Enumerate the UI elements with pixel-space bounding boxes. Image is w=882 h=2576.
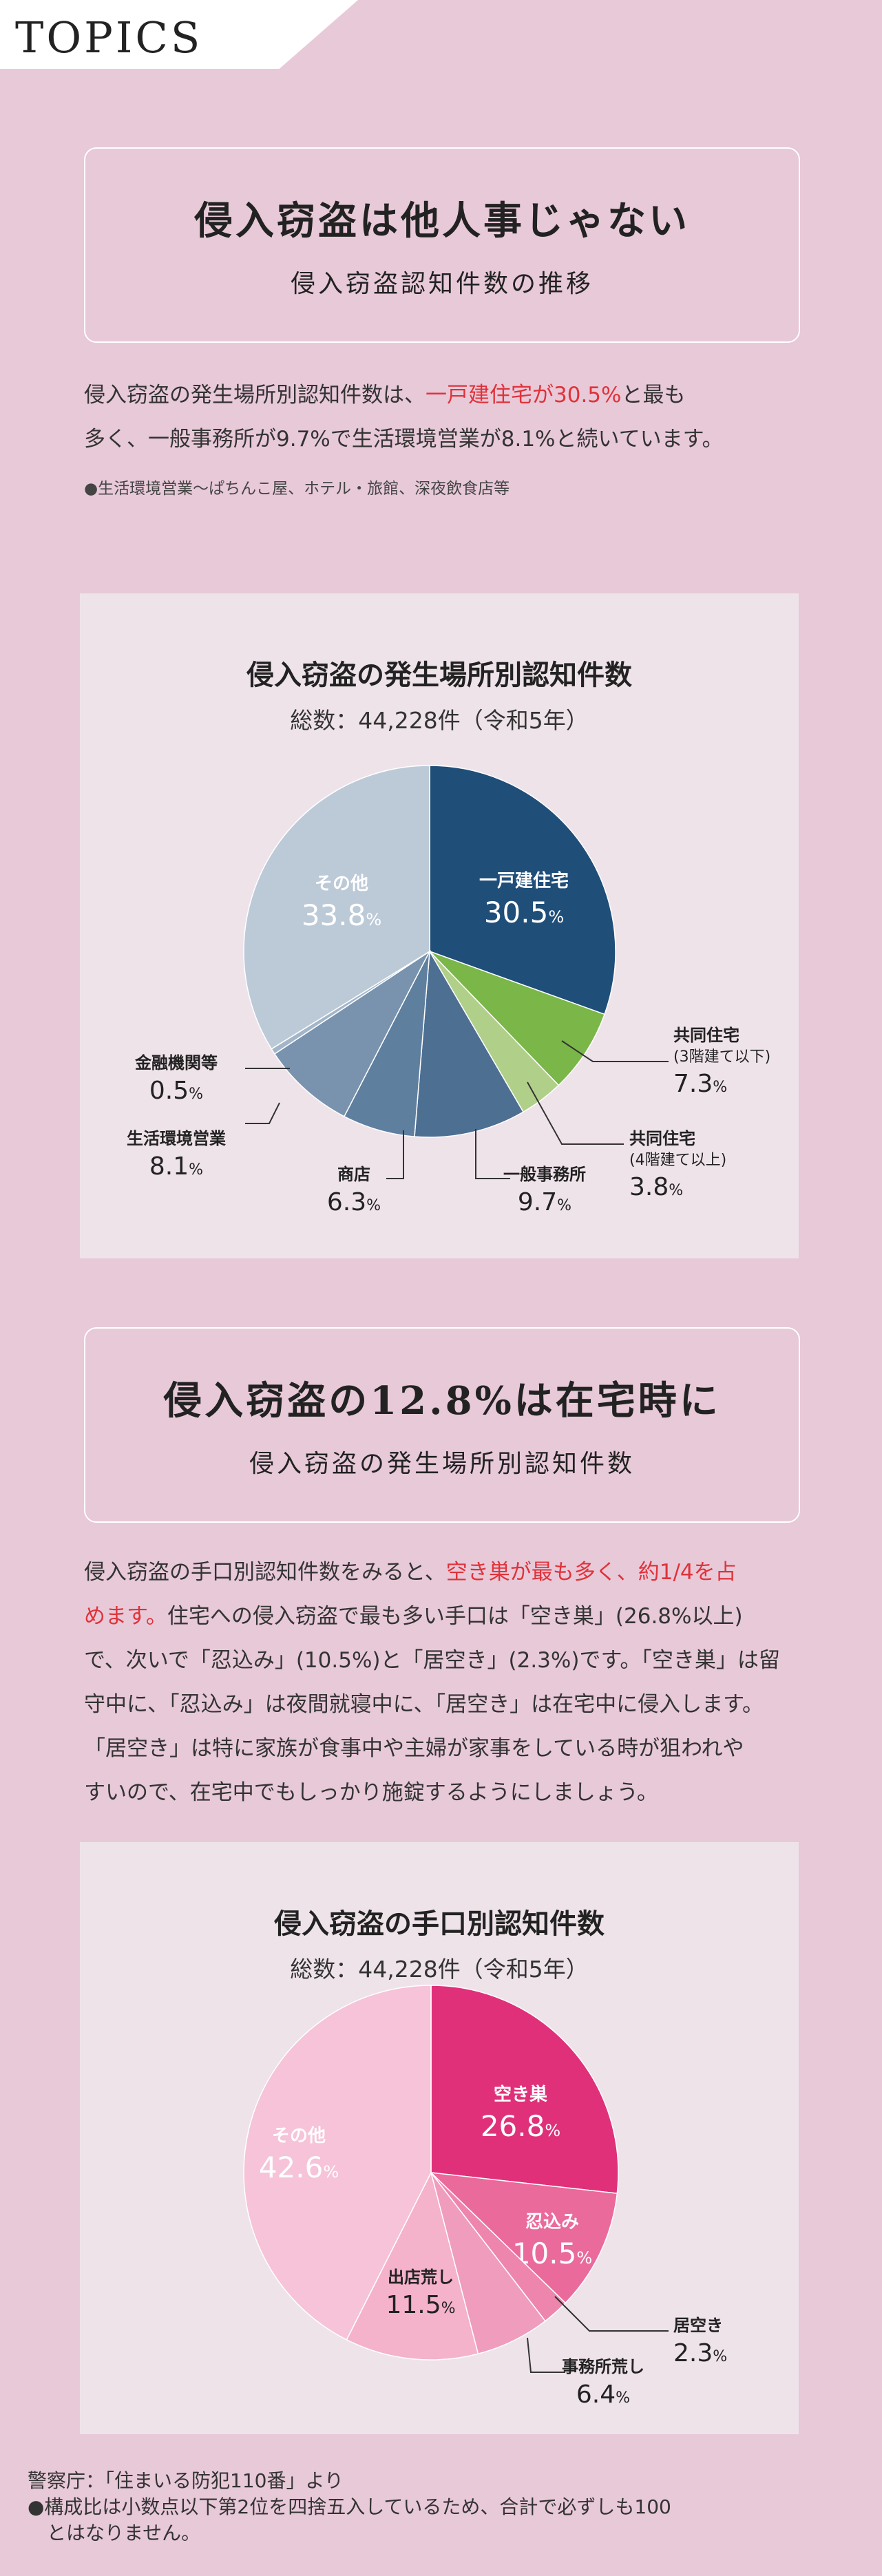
para-highlight: 空き巣が最も多く、約1/4を占 (445, 1560, 737, 1585)
pie-slice (273, 949, 431, 1117)
pie-slice (429, 2172, 618, 2304)
para-text: 侵入窃盗の手口別認知件数をみると、 (84, 1560, 446, 1585)
para-text: 住宅への侵入窃盗で最も多い手口は「空き巣」(26.8%以上) (167, 1604, 743, 1629)
pie-slice (430, 1985, 619, 2195)
chart2-panel: 侵入窃盗の手口別認知件数 総数：44,228件（令和5年） 空き巣 26.8% 忍込… (80, 1842, 799, 2434)
section1-paragraph: 侵入窃盗の発生場所別認知件数は、一戸建住宅が30.5%と最も 多く、一般事務所が… (84, 373, 800, 461)
slice-value: 2.3% (673, 2339, 727, 2367)
chart2-total: 総数：44,228件（令和5年） (290, 1956, 589, 1983)
para-text: 侵入窃盗の発生場所別認知件数は、 (84, 383, 426, 408)
chart1-title: 侵入窃盗の発生場所別認知件数 (246, 659, 632, 691)
slice-label: 事務所荒し (562, 2357, 644, 2376)
para-highlight: めます。 (84, 1604, 167, 1629)
section2-para-line4: 守中に、「忍込み」は夜間就寝中に、「居空き」は在宅中に侵入します。 (84, 1692, 764, 1717)
leader-line (245, 1102, 280, 1124)
slice-value: 3.8% (629, 1173, 683, 1201)
leader-line (386, 1130, 404, 1179)
slice-label: その他 (272, 2126, 326, 2146)
section2-para-line1: 侵入窃盗の手口別認知件数をみると、空き巣が最も多く、約1/4を占 (84, 1550, 800, 1594)
slice-label: 空き巣 (494, 2084, 547, 2105)
source-line1: 警察庁：「住まいる防犯110番」より (28, 2469, 344, 2492)
slice-value: 33.8% (302, 898, 381, 932)
section2-para-line5: 「居空き」は特に家族が食事中や主婦が家事をしている時が狙われや (84, 1736, 744, 1761)
slice-label: 共同住宅 (673, 1026, 739, 1045)
slice-label: 出店荒し (388, 2268, 454, 2287)
chart1-panel: 侵入窃盗の発生場所別認知件数 総数：44,228件（令和5年） 一戸建住宅 30.… (80, 593, 799, 1258)
chart1-total: 総数：44,228件（令和5年） (290, 707, 589, 734)
section2-title: 侵入窃盗の12.8%は在宅時に (163, 1378, 721, 1424)
leader-line (527, 1081, 624, 1145)
slice-value: 26.8% (481, 2109, 560, 2143)
section1-note: ●生活環境営業～ぱちんこ屋、ホテル・旅館、深夜飲食店等 (84, 480, 510, 498)
chart2-title: 侵入窃盗の手口別認知件数 (274, 1908, 605, 1940)
slice-value: 10.5% (512, 2237, 592, 2270)
section1-title-box: 侵入窃盗は他人事じゃない 侵入窃盗認知件数の推移 (84, 147, 800, 343)
section1-subtitle: 侵入窃盗認知件数の推移 (290, 270, 594, 298)
section2-paragraph: 侵入窃盗の手口別認知件数をみると、空き巣が最も多く、約1/4を占 めます。住宅へ… (84, 1550, 800, 1815)
slice-value: 42.6% (259, 2151, 339, 2184)
slice-label: 共同住宅 (629, 1129, 695, 1148)
source-line3: とはなりません。 (28, 2522, 201, 2544)
para-text: と最も (621, 383, 686, 408)
slice-value: 6.3% (327, 1188, 381, 1216)
section1-para-line1: 侵入窃盗の発生場所別認知件数は、一戸建住宅が30.5%と最も (84, 373, 800, 417)
leader-line (554, 2296, 669, 2332)
leader-line (527, 2337, 565, 2373)
section2-para-line3: で、次いで「忍込み」(10.5%)と「居空き」(2.3%)です。「空き巣」は留 (84, 1648, 780, 1673)
pie-slice (243, 765, 430, 1050)
pie-slice (414, 949, 525, 1138)
pie-slice (429, 951, 605, 1086)
section1-para-line2: 多く、一般事務所が9.7%で生活環境営業が8.1%と続いています。 (84, 427, 724, 452)
slice-value: 6.4% (576, 2380, 630, 2409)
slice-value: 7.3% (673, 1070, 727, 1098)
slice-value: 8.1% (149, 1152, 203, 1181)
section2-para-line2: めます。住宅への侵入窃盗で最も多い手口は「空き巣」(26.8%以上) (84, 1594, 800, 1638)
slice-label: 生活環境営業 (127, 1129, 226, 1148)
slice-value: 11.5% (386, 2291, 455, 2319)
slice-label: 一戸建住宅 (479, 870, 569, 891)
slice-sublabel: (3階建て以下) (673, 1048, 770, 1066)
slice-value: 30.5% (484, 896, 564, 929)
chart1-pie: 一戸建住宅 30.5% 共同住宅 (3階建て以下) 7.3% 共同住宅 (4階建て以上) 3.… (127, 765, 770, 1216)
slice-label: その他 (315, 874, 368, 894)
section1-title: 侵入窃盗は他人事じゃない (194, 198, 690, 244)
source-line2: ●構成比は小数点以下第2位を四捨五入しているため、合計で必ずしも100 (28, 2495, 671, 2518)
section2-title-box: 侵入窃盗の12.8%は在宅時に 侵入窃盗の発生場所別認知件数 (84, 1327, 800, 1523)
slice-label: 商店 (337, 1165, 370, 1184)
source-note: 警察庁：「住まいる防犯110番」より ●構成比は小数点以下第2位を四捨五入してい… (28, 2468, 671, 2546)
slice-label: 忍込み (525, 2212, 579, 2232)
pie-slice (429, 765, 616, 1015)
section2-subtitle: 侵入窃盗の発生場所別認知件数 (249, 1450, 635, 1478)
slice-sublabel: (4階建て以上) (629, 1152, 726, 1169)
slice-label: 一般事務所 (503, 1165, 586, 1184)
slice-value: 9.7% (518, 1188, 571, 1216)
para-highlight: 一戸建住宅が30.5% (426, 383, 622, 408)
section2-para-line6: すいので、在宅中でもしっかり施錠するようにしましょう。 (84, 1780, 658, 1805)
chart2-pie: 空き巣 26.8% 忍込み 10.5% 居空き 2.3% 事務所荒し 6.4% 出店荒し 11.5… (243, 1985, 727, 2409)
leader-line (475, 1129, 510, 1179)
leader-line (561, 1040, 669, 1062)
topics-tab: TOPICS (0, 0, 358, 69)
pie-slice (243, 1985, 432, 2341)
slice-label: 居空き (673, 2316, 723, 2335)
pie-slice (346, 2171, 479, 2361)
slice-value: 0.5% (149, 1077, 203, 1105)
slice-label: 金融機関等 (134, 1053, 218, 1073)
topics-label: TOPICS (15, 12, 203, 63)
